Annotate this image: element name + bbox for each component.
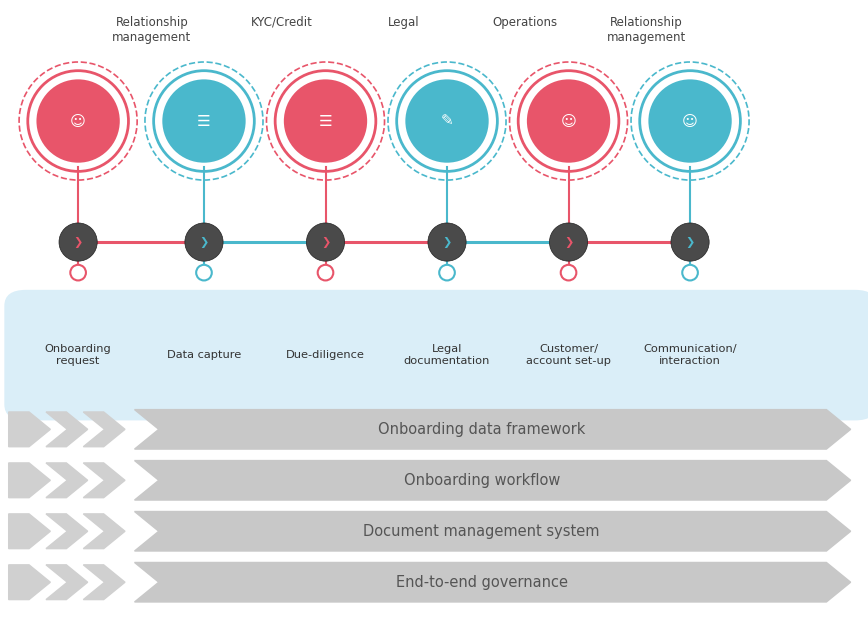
Polygon shape <box>46 565 88 599</box>
Polygon shape <box>46 514 88 548</box>
Text: Communication/
interaction: Communication/ interaction <box>643 344 737 366</box>
Polygon shape <box>135 512 851 551</box>
Polygon shape <box>135 461 851 500</box>
Text: Operations: Operations <box>492 16 558 29</box>
Text: ❯: ❯ <box>200 236 208 248</box>
Ellipse shape <box>284 80 367 162</box>
Text: Document management system: Document management system <box>364 524 600 539</box>
Polygon shape <box>83 514 125 548</box>
Ellipse shape <box>70 265 86 280</box>
Text: ❯: ❯ <box>443 236 451 248</box>
Ellipse shape <box>196 265 212 280</box>
Text: End-to-end governance: End-to-end governance <box>396 575 568 590</box>
Ellipse shape <box>549 223 588 261</box>
Ellipse shape <box>439 265 455 280</box>
Text: Onboarding
request: Onboarding request <box>45 344 111 366</box>
Text: Onboarding data framework: Onboarding data framework <box>378 422 585 437</box>
Text: ☺: ☺ <box>682 113 698 129</box>
Text: KYC/Credit: KYC/Credit <box>251 16 313 29</box>
Text: Data capture: Data capture <box>167 350 241 360</box>
Text: Onboarding workflow: Onboarding workflow <box>404 473 560 488</box>
Polygon shape <box>9 565 50 599</box>
Text: ☰: ☰ <box>197 113 211 129</box>
Text: Legal
documentation: Legal documentation <box>404 344 490 366</box>
Ellipse shape <box>162 80 246 162</box>
Text: ✎: ✎ <box>441 113 453 129</box>
Text: ☺: ☺ <box>70 113 86 129</box>
Text: ❯: ❯ <box>564 236 573 248</box>
Text: ☰: ☰ <box>319 113 332 129</box>
Polygon shape <box>83 412 125 447</box>
Text: Due-diligence: Due-diligence <box>286 350 365 360</box>
Ellipse shape <box>682 265 698 280</box>
Ellipse shape <box>318 265 333 280</box>
Polygon shape <box>9 412 50 447</box>
Text: ❯: ❯ <box>321 236 330 248</box>
Polygon shape <box>9 514 50 548</box>
Ellipse shape <box>648 80 732 162</box>
FancyBboxPatch shape <box>4 290 868 420</box>
Ellipse shape <box>59 223 97 261</box>
Polygon shape <box>83 463 125 497</box>
Text: Customer/
account set-up: Customer/ account set-up <box>526 344 611 366</box>
Ellipse shape <box>405 80 489 162</box>
Polygon shape <box>135 410 851 449</box>
Polygon shape <box>83 565 125 599</box>
Polygon shape <box>9 463 50 497</box>
Ellipse shape <box>527 80 610 162</box>
Polygon shape <box>135 562 851 602</box>
Ellipse shape <box>428 223 466 261</box>
Text: Relationship
management: Relationship management <box>607 16 687 44</box>
Ellipse shape <box>306 223 345 261</box>
Polygon shape <box>46 463 88 497</box>
Text: ☺: ☺ <box>561 113 576 129</box>
Ellipse shape <box>561 265 576 280</box>
Ellipse shape <box>185 223 223 261</box>
Ellipse shape <box>671 223 709 261</box>
Text: ❯: ❯ <box>74 236 82 248</box>
Polygon shape <box>46 412 88 447</box>
Text: ❯: ❯ <box>686 236 694 248</box>
Text: Legal: Legal <box>388 16 419 29</box>
Ellipse shape <box>36 80 120 162</box>
Text: Relationship
management: Relationship management <box>112 16 192 44</box>
